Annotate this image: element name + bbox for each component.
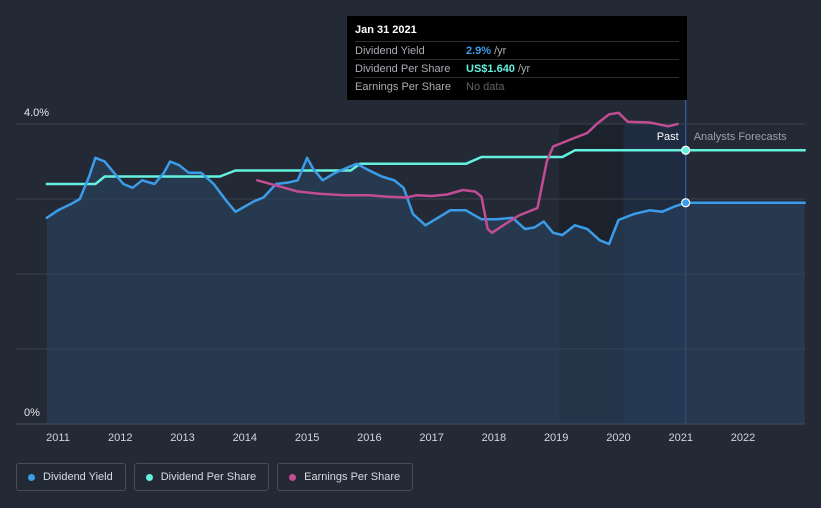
hover-tooltip: Jan 31 2021 Dividend Yield 2.9% /yr Divi… [347,16,687,100]
dividend-per-share-marker [681,145,691,155]
dividend-yield-line [45,156,806,246]
x-tick-label: 2016 [357,432,381,444]
tooltip-label: Earnings Per Share [355,80,451,93]
dividend-yield-marker [681,198,691,208]
legend-label: Earnings Per Share [304,471,401,483]
forecast-label: Analysts Forecasts [694,131,787,143]
x-tick-label: 2015 [295,432,319,444]
tooltip-row-dividend-per-share: Dividend Per Share US$1.640 /yr [355,59,679,77]
x-tick-label: 2011 [46,432,70,444]
earnings-per-share-line [256,111,679,235]
dividend-history-chart: 4.0% 0% 2011 2012 2013 2014 2015 2016 2017 2018 20… [16,100,806,444]
dividend-yield-area [46,157,805,425]
series-lines [45,111,806,246]
legend-item-dividend-yield[interactable]: Dividend Yield [16,463,126,491]
x-tick-label: 2017 [419,432,443,444]
tooltip-unit: /yr [494,44,507,57]
x-tick-label: 2018 [482,432,506,444]
tooltip-row-earnings-per-share: Earnings Per Share No data [355,77,679,95]
x-tick-label: 2012 [108,432,132,444]
x-tick-label: 2013 [170,432,194,444]
legend-dot-icon [28,473,35,481]
area-fills [46,157,805,425]
tooltip-unit: /yr [517,62,531,75]
x-tick-label: 2014 [233,432,257,444]
axis-labels: 4.0% 0% 2011 2012 2013 2014 2015 2016 2017 2018 20… [24,107,787,444]
tooltip-value: 2.9% [466,44,492,57]
past-label: Past [657,131,679,143]
tooltip-row-dividend-yield: Dividend Yield 2.9% /yr [355,41,679,59]
tooltip-label: Dividend Per Share [355,62,451,75]
y-tick-label: 4.0% [24,107,49,119]
tooltip-value: US$1.640 [466,62,515,75]
hover-markers [681,145,691,208]
legend-item-earnings-per-share[interactable]: Earnings Per Share [277,463,414,491]
x-tick-label: 2019 [544,432,568,444]
tooltip-value: No data [466,80,505,93]
x-tick-label: 2020 [606,432,630,444]
x-tick-label: 2021 [668,432,692,444]
legend-dot-icon [145,473,153,481]
tooltip-label: Dividend Yield [355,44,425,57]
y-tick-label: 0% [24,407,40,419]
tooltip-date: Jan 31 2021 [355,24,417,36]
chart-legend: Dividend Yield Dividend Per Share Earnin… [16,463,414,491]
x-tick-label: 2022 [731,432,755,444]
legend-label: Dividend Yield [43,471,113,483]
dividend-per-share-line [45,149,806,186]
legend-dot-icon [289,473,297,481]
legend-item-dividend-per-share[interactable]: Dividend Per Share [133,463,270,491]
legend-label: Dividend Per Share [160,471,257,483]
